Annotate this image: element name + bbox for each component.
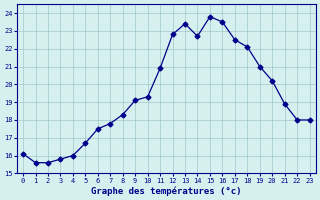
X-axis label: Graphe des températures (°c): Graphe des températures (°c) [91,186,242,196]
